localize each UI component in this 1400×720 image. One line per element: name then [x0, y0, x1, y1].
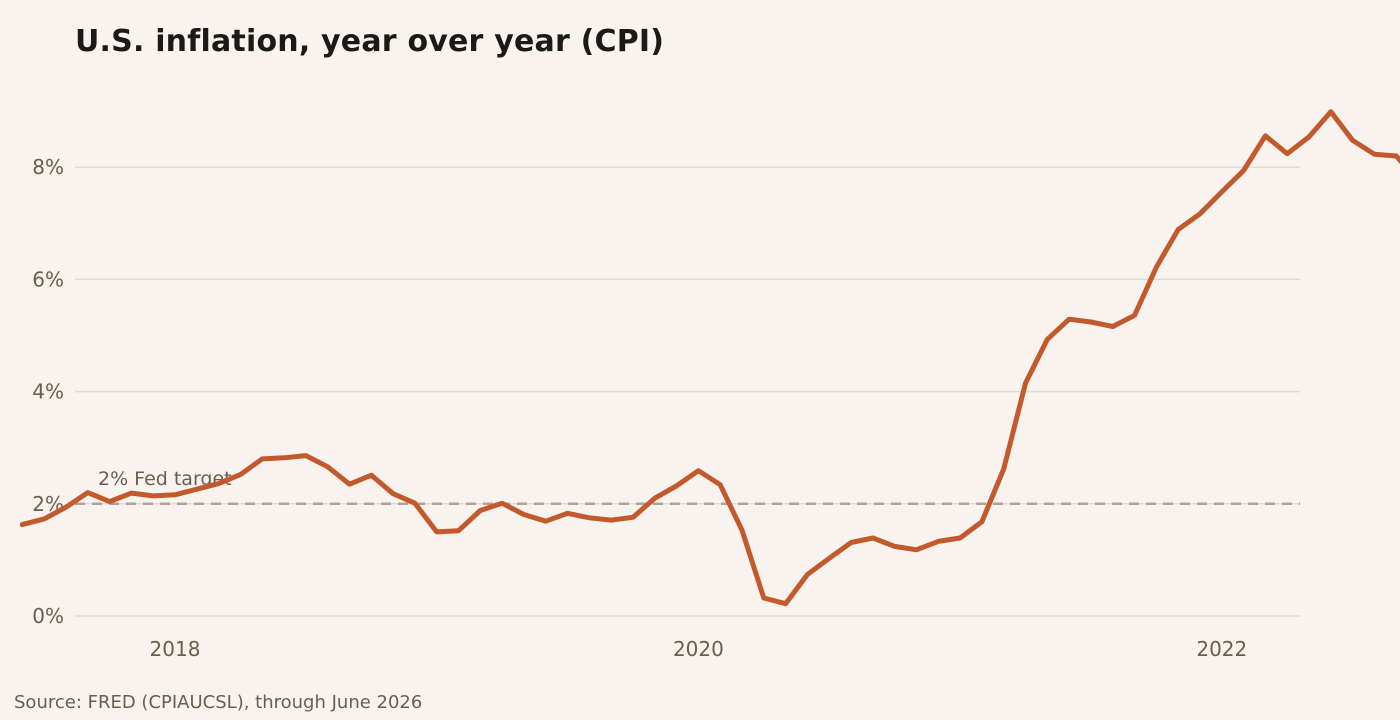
gridlines [75, 166, 1300, 617]
x-tick-label: 2020 [673, 637, 724, 661]
y-tick-label: 4% [32, 380, 64, 404]
x-axis: 20182020202220242026 [150, 637, 1248, 661]
y-tick-label: 0% [32, 604, 64, 628]
y-tick-label: 6% [32, 267, 64, 291]
source-note: Source: FRED (CPIAUCSL), through June 20… [14, 692, 423, 713]
y-tick-label: 8% [32, 155, 64, 179]
fed-target-reference: 2% Fed target [75, 468, 1300, 506]
x-tick-label: 2022 [1196, 637, 1247, 661]
x-tick-label: 2018 [150, 637, 201, 661]
chart-title: U.S. inflation, year over year (CPI) [75, 24, 665, 59]
fed-target-label: 2% Fed target [98, 468, 232, 490]
series-layer [19, 109, 1400, 607]
cpi-series-line [19, 109, 1400, 607]
y-axis: 0%2%4%6%8% [32, 155, 64, 628]
